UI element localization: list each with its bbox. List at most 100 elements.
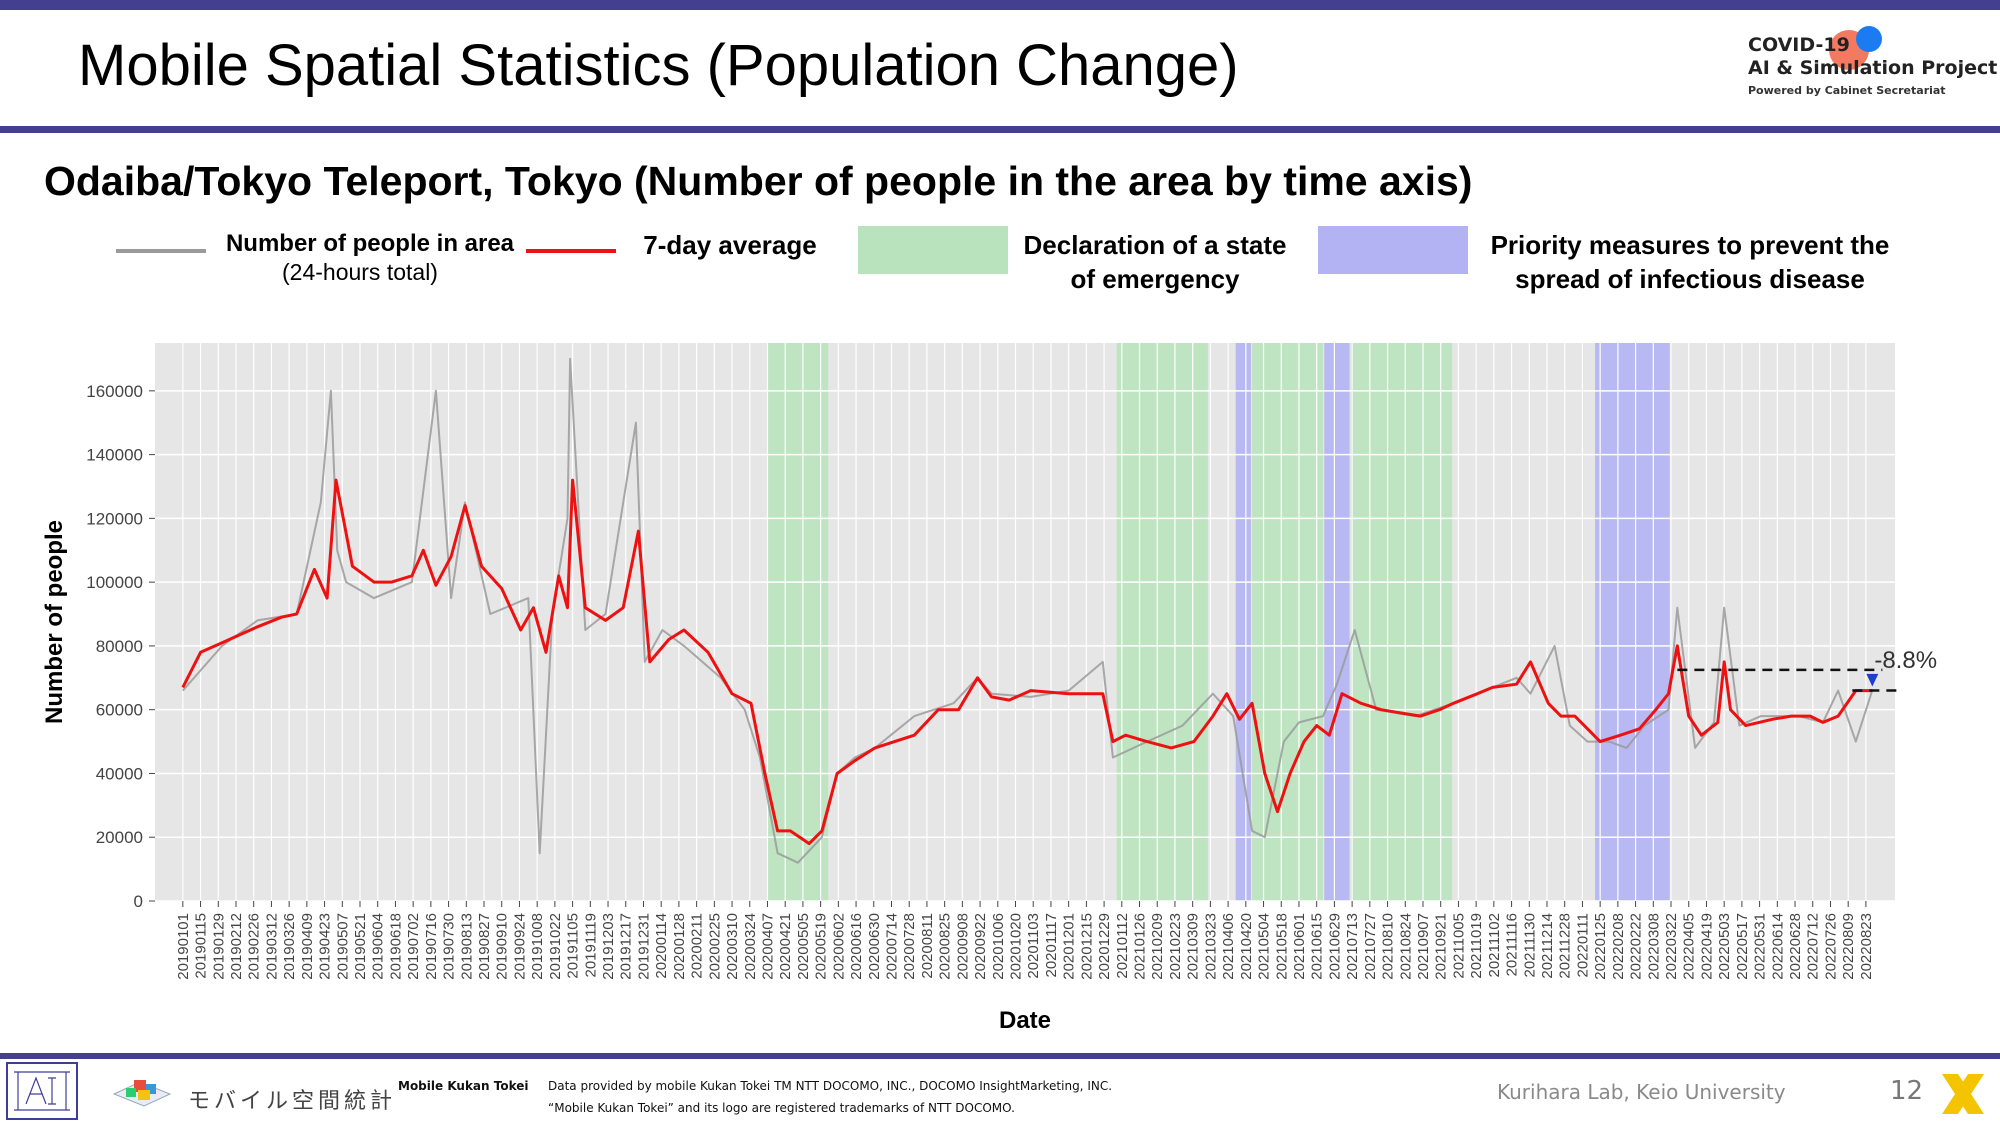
- x-tick-label: 20191105: [565, 913, 582, 979]
- x-tick-label: 20211116: [1504, 913, 1521, 976]
- emergency-band: [767, 343, 829, 901]
- emergency-band: [1116, 343, 1208, 901]
- x-tick-label: 20220823: [1858, 913, 1875, 980]
- legend-raw-label: Number of people in area: [225, 230, 515, 257]
- x-tick-label: 20190507: [334, 913, 351, 980]
- legend-raw-swatch: [116, 249, 206, 253]
- x-tick-label: 20190827: [476, 913, 493, 980]
- brand-line-1: COVID-19: [1748, 34, 1850, 56]
- x-tick-label: 20211214: [1539, 913, 1556, 979]
- x-tick-label: 20210615: [1309, 913, 1326, 980]
- x-tick-label: 20210921: [1433, 913, 1450, 980]
- x-tick-label: 20201117: [1043, 913, 1060, 978]
- x-tick-label: 20210601: [1291, 913, 1308, 980]
- x-tick-label: 20210504: [1256, 913, 1273, 980]
- x-tick-label: 20200811: [919, 913, 936, 979]
- x-tick-label: 20190924: [511, 913, 528, 980]
- legend-avg-swatch: [526, 249, 616, 253]
- x-tick-label: 20220517: [1734, 913, 1751, 980]
- x-tick-label: 20220405: [1681, 913, 1698, 980]
- priority-band: [1595, 343, 1670, 901]
- x-tick-label: 20220125: [1592, 913, 1609, 980]
- x-tick-label: 20220614: [1769, 913, 1786, 980]
- y-tick-label: 60000: [96, 701, 143, 720]
- x-tick-label: 20210420: [1238, 913, 1255, 980]
- x-axis-label: Date: [999, 1007, 1051, 1034]
- x-tick-label: 20191119: [582, 913, 599, 978]
- x-tick-label: 20201103: [1025, 913, 1042, 979]
- x-logo-icon: [1936, 1068, 1990, 1120]
- x-tick-label: 20220503: [1716, 913, 1733, 980]
- lab-logo-icon: [6, 1062, 78, 1120]
- legend-emergency-label-2: of emergency: [1070, 264, 1240, 294]
- chart-subtitle: Odaiba/Tokyo Teleport, Tokyo (Number of …: [44, 158, 1473, 204]
- x-tick-label: 20211102: [1486, 913, 1503, 978]
- x-tick-label: 20190910: [494, 913, 511, 980]
- priority-band: [1235, 343, 1251, 901]
- x-tick-label: 20201215: [1078, 913, 1095, 980]
- x-tick-label: 20200407: [759, 913, 776, 980]
- x-tick-label: 20220419: [1698, 913, 1715, 980]
- x-tick-label: 20200505: [795, 913, 812, 980]
- x-tick-label: 20211130: [1521, 913, 1538, 978]
- mobile-kukan-tokei-logo-icon: [110, 1074, 180, 1112]
- top-accent-bar: [0, 0, 2000, 10]
- x-tick-label: 20190409: [299, 913, 316, 980]
- x-tick-label: 20210223: [1167, 913, 1184, 980]
- x-tick-label: 20210209: [1149, 913, 1166, 980]
- page-number: 12: [1890, 1076, 1924, 1106]
- x-tick-label: 20220531: [1752, 913, 1769, 980]
- x-tick-label: 20191022: [547, 913, 564, 980]
- y-tick-label: 160000: [86, 382, 143, 401]
- x-tick-label: 20191008: [529, 913, 546, 980]
- x-tick-label: 20190702: [405, 913, 422, 980]
- y-axis-label: Number of people: [41, 520, 68, 724]
- emergency-band: [1350, 343, 1453, 901]
- x-tick-label: 20200211: [689, 913, 706, 979]
- y-tick-label: 140000: [86, 446, 143, 465]
- x-tick-label: 20190618: [387, 913, 404, 980]
- brand-line-2: AI & Simulation Project: [1748, 56, 1998, 79]
- x-tick-label: 20220222: [1628, 913, 1645, 980]
- footer-trademark-note: “Mobile Kukan Tokei” and its logo are re…: [548, 1101, 1015, 1115]
- x-tick-label: 20200225: [706, 913, 723, 980]
- x-tick-label: 20201006: [990, 913, 1007, 980]
- priority-band: [1324, 343, 1350, 901]
- footer-logo-text: モバイル空間統計: [188, 1089, 397, 1114]
- x-tick-label: 20190312: [263, 913, 280, 980]
- legend-priority-swatch: [1318, 226, 1468, 274]
- x-tick-label: 20190604: [370, 913, 387, 980]
- x-tick-label: 20200324: [742, 913, 759, 980]
- page-title: Mobile Spatial Statistics (Population Ch…: [78, 33, 1239, 98]
- x-tick-label: 20210727: [1362, 913, 1379, 980]
- y-tick-label: 120000: [86, 509, 143, 528]
- x-tick-label: 20200630: [866, 913, 883, 980]
- y-tick-label: 80000: [96, 637, 143, 656]
- x-tick-label: 20190226: [246, 913, 263, 980]
- x-tick-label: 20191217: [618, 913, 635, 980]
- x-tick-label: 20191203: [600, 913, 617, 980]
- x-tick-label: 20210713: [1344, 913, 1361, 980]
- x-tick-label: 20201229: [1096, 913, 1113, 980]
- x-tick-label: 20220628: [1787, 913, 1804, 980]
- decrease-arrow-icon: [1866, 673, 1879, 687]
- x-tick-label: 20220322: [1663, 913, 1680, 980]
- x-tick-label: 20220111: [1574, 913, 1591, 978]
- header-divider: [0, 126, 2000, 133]
- x-tick-label: 20220308: [1645, 913, 1662, 980]
- x-tick-label: 20201020: [1008, 913, 1025, 980]
- x-tick-label: 20191231: [635, 913, 652, 980]
- emergency-band: [1252, 343, 1324, 901]
- y-tick-label: 100000: [86, 573, 143, 592]
- x-tick-label: 20210518: [1273, 913, 1290, 980]
- x-tick-label: 20210810: [1380, 913, 1397, 980]
- x-tick-label: 20190212: [228, 913, 245, 980]
- x-tick-label: 20200602: [830, 913, 847, 980]
- x-tick-label: 20210907: [1415, 913, 1432, 980]
- y-tick-label: 20000: [96, 828, 143, 847]
- x-tick-label: 20220208: [1610, 913, 1627, 980]
- legend-priority-label-1: Priority measures to prevent the: [1490, 230, 1890, 260]
- x-tick-label: 20210824: [1397, 913, 1414, 980]
- x-tick-label: 20190423: [317, 913, 334, 980]
- x-tick-label: 20210629: [1326, 913, 1343, 980]
